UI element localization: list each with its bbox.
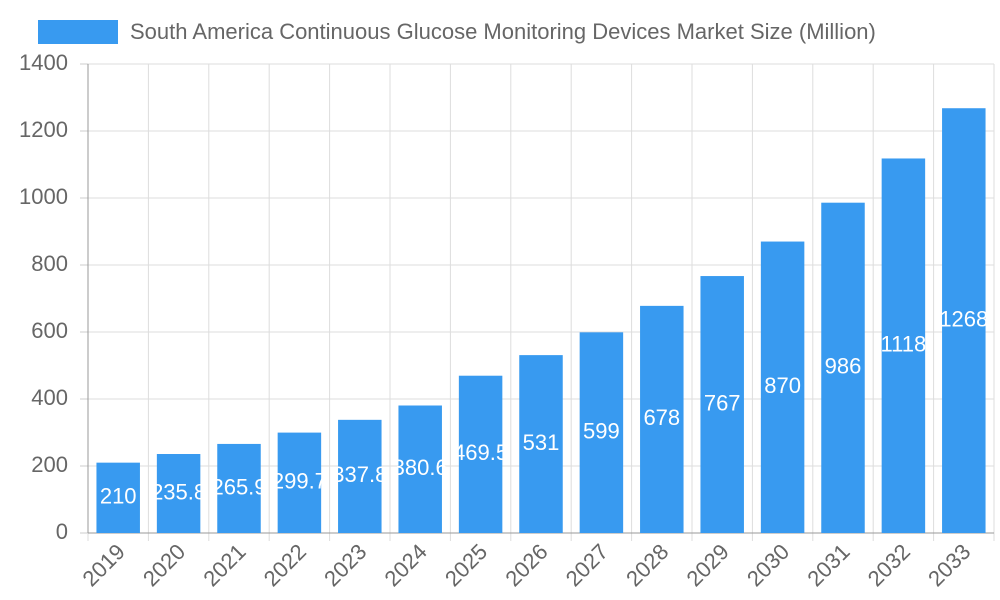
x-tick-label: 2032 [863, 539, 915, 591]
data-label: 599 [583, 418, 620, 443]
y-tick-label: 200 [31, 452, 68, 477]
x-tick-label: 2027 [561, 539, 613, 591]
x-tick-label: 2025 [440, 539, 492, 591]
y-tick-label: 600 [31, 318, 68, 343]
y-tick-label: 800 [31, 251, 68, 276]
bar [217, 443, 261, 533]
bar [458, 375, 503, 533]
data-label: 337.8 [332, 462, 387, 487]
y-tick-label: 1000 [19, 184, 68, 209]
bar [881, 158, 926, 533]
data-label: 767 [704, 390, 741, 415]
x-tick-label: 2030 [742, 539, 794, 591]
data-label: 380.6 [393, 455, 448, 480]
y-tick-label: 0 [56, 519, 68, 544]
x-tick-label: 2023 [319, 539, 371, 591]
data-label: 299.7 [272, 469, 327, 494]
bar [821, 202, 865, 533]
x-tick-label: 2020 [138, 539, 190, 591]
x-tick-label: 2031 [802, 539, 854, 591]
data-label: 265.9 [211, 474, 266, 499]
bar [338, 419, 382, 533]
bar [96, 462, 140, 533]
data-label: 210 [100, 484, 137, 509]
x-tick-label: 2022 [259, 539, 311, 591]
y-tick-label: 400 [31, 385, 68, 410]
x-tick-label: 2026 [500, 539, 552, 591]
bar [398, 405, 442, 533]
data-label: 1268 [939, 306, 988, 331]
y-tick-label: 1400 [19, 50, 68, 75]
data-label: 678 [643, 405, 680, 430]
x-tick-label: 2033 [923, 539, 975, 591]
data-label: 235.8 [151, 479, 206, 504]
x-tick-label: 2024 [380, 539, 432, 591]
bar [760, 241, 805, 534]
bar [579, 332, 624, 533]
y-tick-label: 1200 [19, 117, 68, 142]
data-label: 531 [523, 430, 560, 455]
data-label: 1118 [881, 332, 927, 357]
x-tick-label: 2019 [78, 539, 130, 591]
legend-label[interactable]: South America Continuous Glucose Monitor… [130, 19, 876, 44]
data-label: 870 [764, 373, 801, 398]
data-label: 469.5 [453, 440, 508, 465]
x-tick-label: 2029 [682, 539, 734, 591]
bar [156, 454, 201, 533]
bar [700, 276, 744, 533]
x-tick-label: 2021 [198, 539, 250, 591]
x-tick-label: 2028 [621, 539, 673, 591]
legend-swatch[interactable] [38, 20, 118, 44]
bar [640, 305, 684, 533]
data-label: 986 [825, 354, 862, 379]
bar [277, 432, 322, 533]
bar [942, 108, 986, 533]
bar [519, 355, 563, 533]
